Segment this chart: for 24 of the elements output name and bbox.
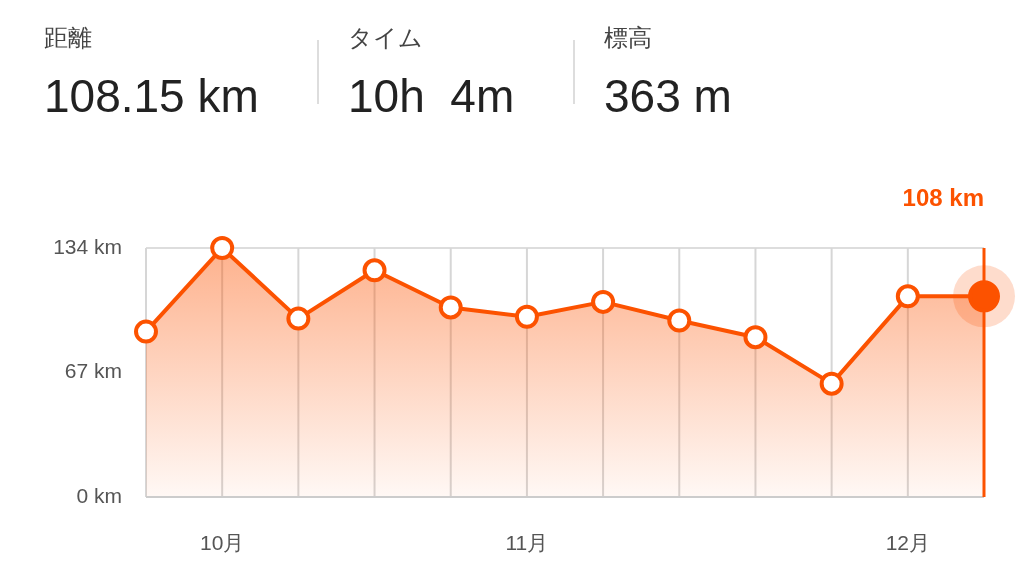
text: 10h 4m	[348, 70, 515, 122]
point	[591, 289, 616, 314]
x-tick-label: 10月	[200, 531, 245, 554]
point	[667, 308, 692, 333]
text: タイム	[348, 24, 423, 51]
point	[819, 371, 844, 396]
x-tick-label: 11月	[505, 531, 549, 554]
point	[286, 306, 311, 331]
point	[514, 304, 539, 329]
text: 標高	[604, 24, 652, 51]
text: 108.15 km	[44, 70, 259, 122]
point	[743, 325, 768, 350]
point	[895, 284, 920, 309]
y-tick-label: 134 km	[53, 234, 122, 258]
y-tick-label: 67 km	[64, 359, 122, 383]
x-tick-label: 12月	[885, 531, 930, 554]
point	[438, 295, 463, 320]
text: 108 km	[902, 184, 984, 211]
point	[134, 319, 158, 344]
text: 363 m	[604, 70, 732, 122]
text: 距離	[44, 24, 92, 51]
point	[362, 258, 387, 283]
y-tick-label: 0 km	[76, 483, 122, 507]
point	[210, 236, 235, 260]
